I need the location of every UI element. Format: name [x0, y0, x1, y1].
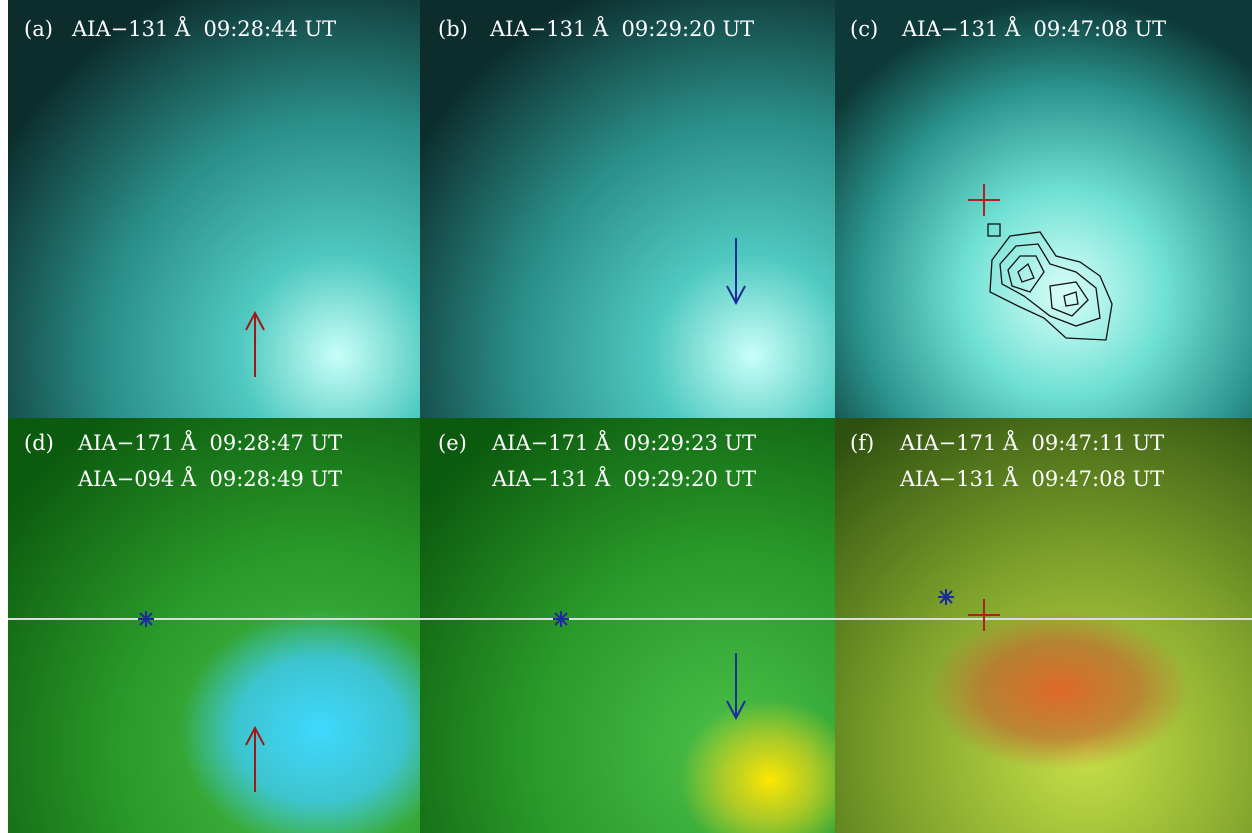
contour: [987, 223, 1113, 341]
panel-caption: AIA−131 Å 09:47:08 UT: [899, 466, 1164, 491]
panel-label: (f): [850, 431, 874, 455]
arrow: [726, 238, 746, 721]
cross-marker: [968, 184, 1000, 631]
panel-caption: AIA−094 Å 09:28:49 UT: [77, 466, 342, 491]
panel-labels: (a) AIA−131 Å 09:28:44 UT (b) AIA−131 Å …: [24, 16, 1166, 491]
panel-image: [420, 0, 835, 418]
panel-caption: AIA−131 Å 09:28:44 UT: [71, 16, 336, 41]
panel-caption: AIA−171 Å 09:29:23 UT: [491, 430, 756, 455]
panel-image: [8, 0, 420, 418]
panel-image: [835, 0, 1252, 418]
emission: [180, 610, 460, 833]
panel-caption: AIA−171 Å 09:28:47 UT: [77, 430, 342, 455]
arrow: [245, 310, 265, 792]
panel-caption: AIA−131 Å 09:29:20 UT: [491, 466, 756, 491]
panel-label: (e): [438, 431, 467, 455]
panel-label: (a): [24, 17, 53, 41]
panel-label: (d): [24, 431, 54, 455]
emission: [930, 610, 1190, 770]
panel-caption: AIA−131 Å 09:47:08 UT: [901, 16, 1166, 41]
panel-caption: AIA−131 Å 09:29:20 UT: [489, 16, 754, 41]
panel-label: (b): [438, 17, 468, 41]
panel-caption: AIA−171 Å 09:47:11 UT: [899, 430, 1164, 455]
panel-label: (c): [850, 17, 878, 41]
emission: [680, 700, 860, 833]
star-marker: [138, 589, 954, 627]
